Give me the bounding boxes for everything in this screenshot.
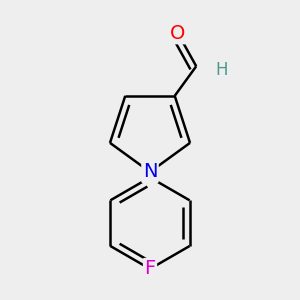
Text: N: N [143, 163, 157, 182]
Text: O: O [170, 24, 186, 43]
Text: H: H [216, 61, 228, 79]
Text: F: F [144, 260, 156, 278]
